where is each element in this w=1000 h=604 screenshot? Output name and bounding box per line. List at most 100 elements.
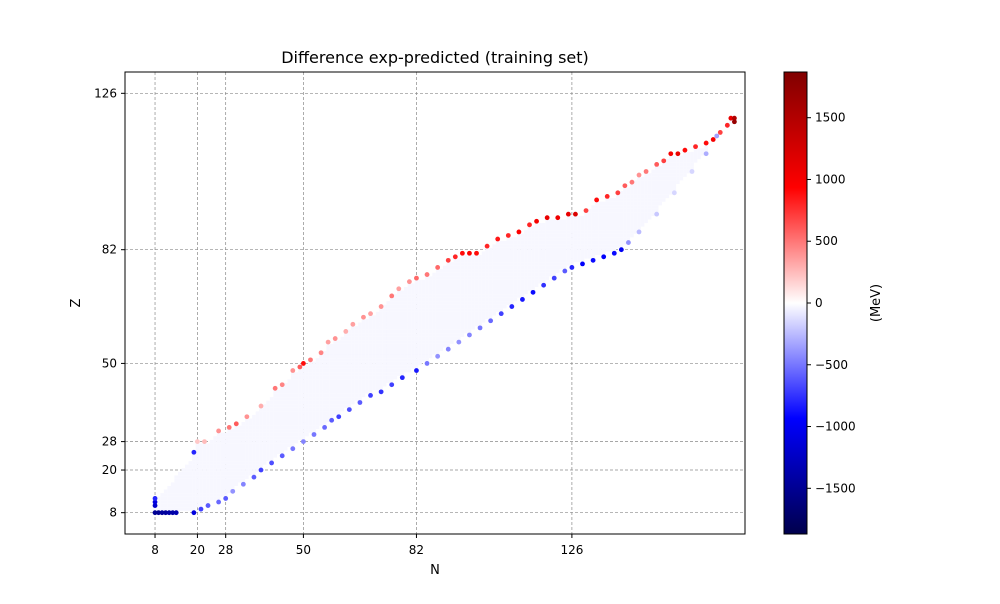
band-cell	[407, 350, 412, 355]
band-cell	[372, 354, 376, 359]
band-cell	[351, 361, 355, 366]
band-cell	[676, 176, 680, 181]
band-cell	[216, 489, 221, 494]
band-cell	[453, 333, 458, 337]
band-cell	[474, 272, 479, 277]
band-cell	[492, 286, 496, 291]
band-cell	[527, 244, 532, 248]
band-cell	[375, 315, 380, 320]
band-cell	[298, 393, 302, 398]
band-cell	[308, 414, 313, 419]
band-cell	[238, 439, 242, 444]
band-cell	[326, 343, 330, 348]
band-cell	[661, 198, 666, 202]
band-cell	[531, 279, 535, 284]
band-cell	[502, 276, 507, 280]
x-tick-label: 50	[296, 543, 311, 557]
band-cell	[298, 414, 302, 419]
band-cell	[580, 226, 585, 231]
band-cell	[372, 382, 376, 387]
band-cell	[442, 276, 447, 280]
band-cell	[294, 418, 299, 423]
band-cell	[393, 329, 398, 334]
band-cell	[527, 226, 532, 231]
band-cell	[601, 251, 606, 256]
band-cell	[386, 315, 390, 320]
band-cell	[195, 457, 200, 462]
band-cell	[637, 198, 641, 202]
band-cell	[188, 475, 193, 479]
data-point	[166, 510, 172, 516]
band-cell	[252, 443, 256, 447]
band-cell	[188, 464, 193, 469]
band-cell	[481, 269, 486, 273]
band-cell	[336, 361, 341, 366]
band-cell	[601, 244, 606, 248]
band-cell	[513, 279, 518, 284]
band-cell	[598, 208, 602, 213]
band-cell	[647, 183, 652, 188]
data-point	[240, 481, 246, 487]
band-cell	[414, 333, 419, 337]
band-cell	[418, 347, 422, 351]
band-cell	[605, 223, 610, 227]
band-cell	[329, 375, 334, 380]
band-cell	[658, 180, 663, 184]
band-cell	[216, 436, 221, 440]
band-cell	[524, 290, 528, 295]
band-cell	[199, 471, 203, 476]
band-cell	[492, 304, 496, 309]
band-cell	[343, 379, 348, 383]
band-cell	[177, 493, 182, 497]
band-cell	[457, 318, 461, 323]
band-cell	[351, 354, 355, 359]
band-cell	[389, 329, 394, 334]
band-cell	[216, 486, 221, 490]
band-cell	[347, 404, 352, 408]
band-cell	[442, 333, 447, 337]
band-cell	[421, 294, 426, 298]
y-tick-label: 28	[102, 435, 117, 449]
band-cell	[594, 219, 599, 224]
band-cell	[340, 358, 345, 362]
data-point	[350, 321, 356, 327]
band-cell	[322, 372, 327, 376]
band-cell	[188, 489, 193, 494]
band-cell	[245, 443, 249, 447]
band-cell	[428, 336, 433, 341]
band-cell	[329, 414, 334, 419]
band-cell	[626, 205, 631, 209]
band-cell	[471, 258, 475, 263]
band-cell	[471, 276, 475, 280]
data-point	[230, 488, 236, 494]
band-cell	[485, 276, 489, 280]
band-cell	[573, 247, 578, 252]
band-cell	[651, 194, 655, 199]
band-cell	[676, 173, 680, 177]
band-cell	[428, 301, 433, 305]
band-cell	[407, 361, 412, 366]
band-cell	[499, 290, 504, 295]
band-cell	[418, 315, 422, 320]
band-cell	[241, 446, 246, 451]
band-cell	[220, 489, 224, 494]
band-cell	[234, 482, 239, 487]
band-cell	[291, 436, 295, 440]
band-cell	[669, 180, 673, 184]
band-cell	[449, 276, 454, 280]
band-cell	[623, 194, 627, 199]
band-cell	[651, 201, 655, 206]
band-cell	[216, 478, 221, 483]
band-cell	[510, 294, 514, 298]
data-point	[562, 268, 568, 274]
band-cell	[647, 205, 652, 209]
band-cell	[425, 347, 429, 351]
band-cell	[227, 489, 232, 494]
band-cell	[192, 507, 196, 511]
band-cell	[453, 258, 458, 263]
band-cell	[283, 411, 288, 415]
band-cell	[273, 400, 277, 405]
data-point	[346, 407, 352, 413]
band-cell	[513, 237, 518, 241]
band-cell	[343, 333, 348, 337]
